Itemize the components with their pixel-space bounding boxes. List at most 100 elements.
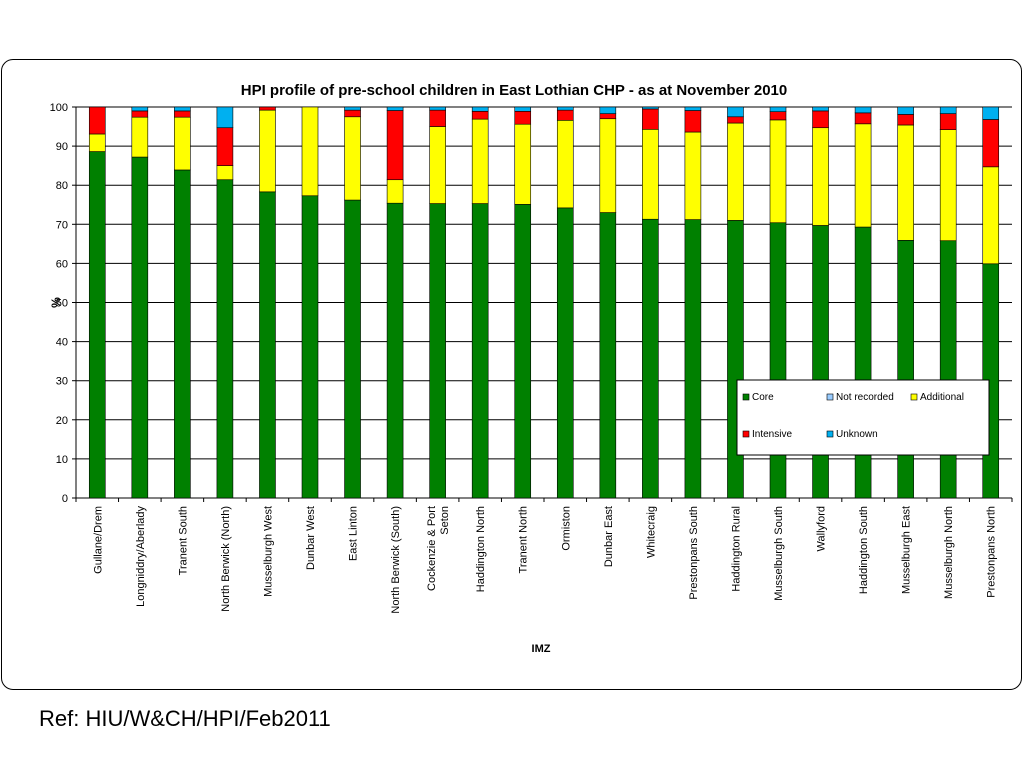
legend bbox=[736, 379, 990, 456]
bar-segment-unknown bbox=[727, 106, 744, 118]
bar-segment-additional bbox=[344, 116, 361, 201]
bar-segment-intensive bbox=[386, 110, 404, 181]
bar-segment-unknown bbox=[216, 106, 234, 129]
bar-segment-unknown bbox=[131, 106, 149, 112]
chart-title: HPI profile of pre-school children in Ea… bbox=[241, 82, 788, 99]
x-category-label: Dunbar West bbox=[305, 506, 317, 570]
y-tick-label: 40 bbox=[56, 337, 68, 349]
bar-segment-additional bbox=[684, 131, 702, 220]
bar-segment-intensive bbox=[131, 110, 149, 118]
bar-segment-intensive bbox=[982, 119, 1000, 168]
bar-segment-unknown bbox=[429, 106, 446, 111]
bar-segment-core bbox=[429, 203, 446, 499]
x-category-label: Musselburgh North bbox=[943, 506, 955, 599]
bar-segment-additional bbox=[174, 116, 191, 171]
x-category-label: Prestonpans North bbox=[986, 506, 998, 598]
bar-segment-intensive bbox=[684, 110, 702, 133]
x-category-label: Prestonpans South bbox=[688, 506, 700, 600]
x-category-label: Tranent North bbox=[518, 506, 530, 573]
x-axis-label: IMZ bbox=[532, 643, 551, 655]
bar-segment-core bbox=[131, 156, 149, 499]
bar-segment-additional bbox=[88, 133, 106, 152]
bar-segment-additional bbox=[386, 179, 404, 204]
bar-segment-core bbox=[88, 151, 106, 499]
y-tick-label: 70 bbox=[56, 219, 68, 231]
bar-segment-core bbox=[216, 179, 234, 499]
bar-segment-unknown bbox=[174, 106, 191, 112]
bar-segment-intensive bbox=[174, 110, 191, 118]
bar-segment-core bbox=[727, 220, 744, 499]
bar-segment-core bbox=[599, 212, 617, 499]
x-category-label: Musselburgh West bbox=[262, 506, 274, 597]
bar-segment-additional bbox=[429, 126, 446, 204]
bar-segment-additional bbox=[769, 119, 787, 224]
bar-segment-unknown bbox=[471, 106, 489, 112]
bar-segment-additional bbox=[301, 106, 319, 197]
bar-segment-unknown bbox=[386, 106, 404, 111]
bar-segment-intensive bbox=[344, 109, 361, 118]
bar-segment-unknown bbox=[897, 106, 914, 115]
bar-segment-unknown bbox=[556, 106, 574, 111]
y-tick-label: 20 bbox=[56, 415, 68, 427]
legend-label: Unknown bbox=[836, 429, 878, 440]
bar-segment-unknown bbox=[599, 106, 617, 114]
bar-segment-core bbox=[259, 191, 276, 499]
x-category-label: Haddington South bbox=[858, 506, 870, 594]
bar-segment-additional bbox=[599, 118, 617, 213]
bar-segment-additional bbox=[642, 128, 659, 220]
bar-segment-unknown bbox=[769, 106, 787, 112]
x-category-label: Gullane/Drem bbox=[92, 506, 104, 574]
y-tick-label: 80 bbox=[56, 180, 68, 192]
legend-label: Additional bbox=[920, 392, 964, 403]
x-category-label: Tranent South bbox=[177, 506, 189, 575]
x-category-label: Ormiston bbox=[560, 506, 572, 551]
bar-segment-unknown bbox=[812, 106, 829, 112]
bar-segment-core bbox=[642, 218, 659, 499]
x-category-label: Wallyford bbox=[816, 506, 828, 551]
bar-segment-intensive bbox=[727, 116, 744, 124]
bar-segment-unknown bbox=[642, 106, 659, 110]
bar-segment-unknown bbox=[684, 106, 702, 111]
bar-segment-additional bbox=[897, 124, 914, 241]
bar-segment-unknown bbox=[854, 106, 872, 114]
y-tick-label: 10 bbox=[56, 454, 68, 466]
bar-segment-intensive bbox=[854, 112, 872, 125]
bar-segment-core bbox=[769, 222, 787, 499]
bar-segment-intensive bbox=[769, 111, 787, 121]
bar-segment-additional bbox=[259, 109, 276, 193]
bar-segment-core bbox=[556, 207, 574, 499]
bar-segment-intensive bbox=[556, 109, 574, 121]
y-tick-label: 50 bbox=[56, 298, 68, 310]
bar-segment-core bbox=[897, 240, 914, 499]
bar-segment-additional bbox=[812, 127, 829, 226]
bar-segment-intensive bbox=[642, 108, 659, 130]
bar-segment-unknown bbox=[982, 106, 1000, 120]
bar-segment-intensive bbox=[88, 106, 106, 135]
x-category-label: Cockenzie & Port bbox=[426, 506, 438, 591]
bar-segment-intensive bbox=[216, 127, 234, 166]
y-tick-label: 0 bbox=[62, 493, 68, 505]
bar-segment-core bbox=[854, 226, 872, 499]
chart: 0 10 20 30 40 50 60 70 80 90 100 Gullane/Drem Longni… bbox=[49, 82, 1013, 655]
y-tick-label: 60 bbox=[56, 258, 68, 270]
bar-segment-core bbox=[514, 204, 532, 499]
bar-segment-core bbox=[344, 199, 361, 499]
bar-segment-unknown bbox=[514, 106, 532, 112]
bar-segment-intensive bbox=[259, 106, 276, 111]
bar-segment-additional bbox=[131, 116, 149, 158]
bar-segment-core bbox=[174, 169, 191, 499]
legend-swatch bbox=[910, 393, 918, 401]
bar-segment-additional bbox=[982, 166, 1000, 265]
bar-segment-additional bbox=[939, 129, 957, 242]
bar-segment-core bbox=[386, 202, 404, 499]
x-category-label: Musselburgh South bbox=[773, 506, 785, 601]
bar-segment-additional bbox=[216, 165, 234, 181]
bar-segment-additional bbox=[727, 122, 744, 221]
legend-swatch bbox=[742, 430, 750, 438]
x-category-label: Musselburgh East bbox=[901, 506, 913, 594]
x-category-label: East Linton bbox=[348, 506, 360, 561]
legend-label: Core bbox=[752, 392, 774, 403]
y-tick-label: 30 bbox=[56, 376, 68, 388]
legend-swatch bbox=[826, 430, 834, 438]
y-axis-label: % bbox=[49, 297, 63, 308]
